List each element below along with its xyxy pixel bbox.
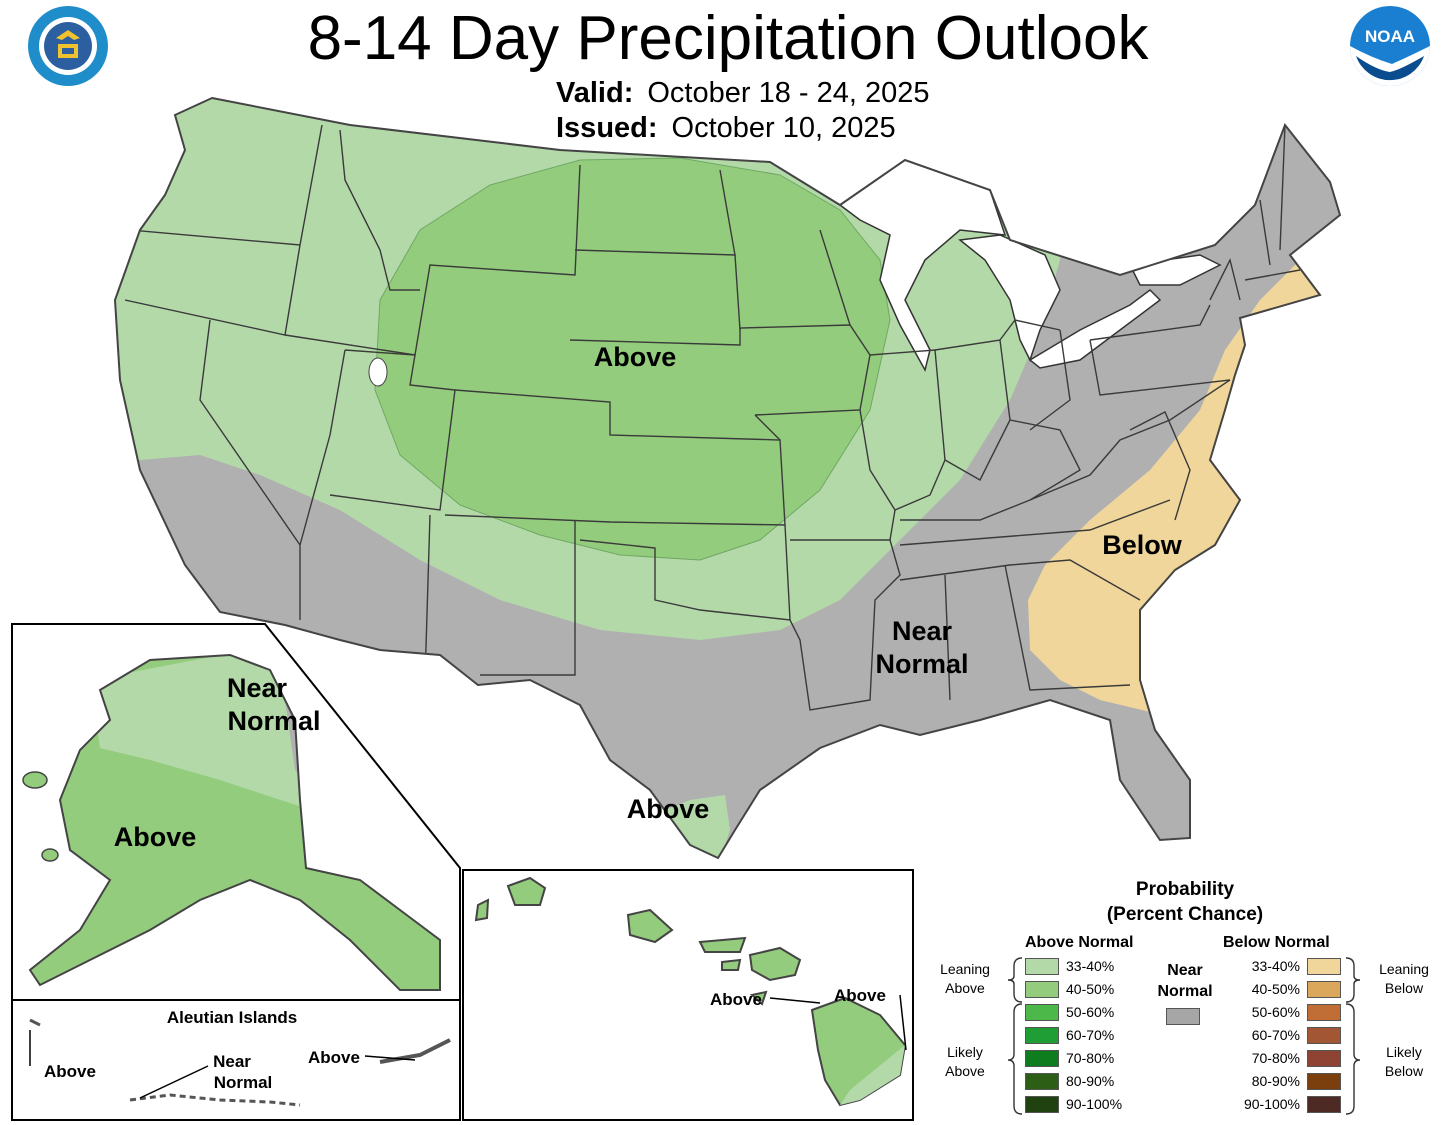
valid-date: October 18 - 24, 2025	[647, 77, 930, 109]
legend-title-1: Probability	[1135, 879, 1235, 900]
legend-near-1: Near	[1167, 962, 1203, 979]
conus-outline	[113, 96, 1342, 860]
legend-below-header: Below Normal	[1223, 934, 1330, 951]
legend-above-swatch-5	[1025, 1073, 1059, 1090]
aleutian-above-label-2: Above	[308, 1048, 360, 1067]
state-boundaries	[124, 124, 1301, 711]
legend-title-2: (Percent Chance)	[1106, 904, 1264, 925]
conus-near-label-2: Normal	[875, 649, 968, 679]
conus-below-label: Below	[1102, 530, 1183, 560]
legend-leaning-above-2: Above	[945, 980, 985, 996]
legend-near-normal-swatch	[1166, 1008, 1200, 1025]
legend-above-range-0: 33-40%	[1066, 958, 1115, 974]
svg-text:NOAA: NOAA	[1365, 27, 1415, 46]
legend-likely-below-1: Likely	[1386, 1044, 1422, 1060]
valid-label: Valid:	[556, 77, 634, 109]
conus-above-40-50-area	[374, 157, 891, 561]
legend-below-swatch-5	[1307, 1073, 1341, 1090]
legend-below-swatch-2	[1307, 1004, 1341, 1021]
legend-leaning-above-1: Leaning	[940, 961, 990, 977]
legend-below-swatch-0	[1307, 958, 1341, 975]
issued-line: Issued: October 10, 2025	[556, 111, 896, 145]
legend-leaning-below-2: Below	[1384, 980, 1424, 996]
legend-below-swatch-3	[1307, 1027, 1341, 1044]
legend-below-swatch-6	[1307, 1096, 1341, 1113]
alaska-near-label-2: Normal	[227, 706, 320, 736]
legend-leaning-below-1: Leaning	[1379, 961, 1429, 977]
legend-above-swatch-0	[1025, 958, 1059, 975]
legend-below-swatch-1	[1307, 981, 1341, 998]
legend-below-range-5: 80-90%	[1251, 1073, 1300, 1089]
legend-likely-above-2: Above	[945, 1063, 985, 1079]
legend-below-range-2: 50-60%	[1251, 1004, 1300, 1020]
commerce-seal-icon	[28, 6, 108, 86]
texas-above-label: Above	[627, 794, 710, 824]
legend-above-swatch-3	[1025, 1027, 1059, 1044]
legend-likely-above-1: Likely	[947, 1044, 983, 1060]
legend-below-range-0: 33-40%	[1251, 958, 1300, 974]
legend-braces	[1007, 957, 1361, 1115]
legend-near-2: Normal	[1157, 983, 1213, 1000]
great-salt-lake	[368, 357, 388, 387]
conus-above-label: Above	[594, 342, 677, 372]
legend-likely-below-2: Below	[1384, 1063, 1424, 1079]
legend-below-range-4: 70-80%	[1251, 1050, 1300, 1066]
aleutian-above-label-1: Above	[44, 1062, 96, 1081]
legend-below-range-3: 60-70%	[1251, 1027, 1300, 1043]
legend-above-swatch-6	[1025, 1096, 1059, 1113]
alaska-above-label: Above	[114, 822, 197, 852]
hawaii-above-label-1: Above	[710, 990, 762, 1009]
noaa-logo-icon: NOAA	[1350, 6, 1430, 86]
legend-below-range-6: 90-100%	[1243, 1096, 1300, 1112]
legend-above-range-2: 50-60%	[1066, 1004, 1115, 1020]
aleutian-near-label-1: Near	[213, 1052, 251, 1071]
page-title: 8-14 Day Precipitation Outlook	[307, 4, 1149, 73]
conus-near-label-1: Near	[892, 616, 953, 646]
valid-line: Valid: October 18 - 24, 2025	[556, 76, 930, 110]
legend-above-range-6: 90-100%	[1066, 1096, 1123, 1112]
legend-above-swatch-2	[1025, 1004, 1059, 1021]
great-lakes	[838, 159, 1222, 373]
hawaii-above-label-2: Above	[834, 986, 886, 1005]
legend-above-range-5: 80-90%	[1066, 1073, 1115, 1089]
legend-above-range-1: 40-50%	[1066, 981, 1115, 997]
conus-below-33-40-area	[1028, 260, 1340, 712]
alaska-inset: Near Normal Above	[11, 623, 461, 1001]
legend-above-swatch-1	[1025, 981, 1059, 998]
aleutian-near-label-2: Normal	[214, 1073, 273, 1092]
legend-above-range-4: 70-80%	[1066, 1050, 1115, 1066]
aleutian-title: Aleutian Islands	[167, 1008, 297, 1027]
legend-above-header: Above Normal	[1025, 934, 1134, 951]
legend-above-swatch-4	[1025, 1050, 1059, 1067]
issued-date: October 10, 2025	[671, 112, 896, 144]
legend-above-range-3: 60-70%	[1066, 1027, 1115, 1043]
alaska-near-label-1: Near	[227, 673, 288, 703]
aleutian-inset: Aleutian Islands Above Near Normal Above	[11, 999, 461, 1121]
legend-below-range-1: 40-50%	[1251, 981, 1300, 997]
hawaii-inset: Above Above	[462, 869, 914, 1121]
issued-label: Issued:	[556, 112, 658, 144]
legend-below-swatch-4	[1307, 1050, 1341, 1067]
